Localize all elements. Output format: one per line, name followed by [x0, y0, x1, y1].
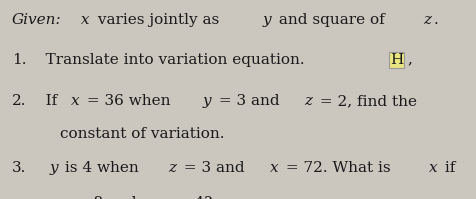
- Text: is 4 when: is 4 when: [60, 161, 144, 175]
- Text: x: x: [71, 95, 79, 108]
- Text: 2.: 2.: [12, 95, 26, 108]
- Text: = 4?: = 4?: [172, 196, 212, 199]
- Text: constant of variation.: constant of variation.: [60, 127, 224, 141]
- Text: Translate into variation equation.: Translate into variation equation.: [30, 53, 309, 67]
- Text: Given:: Given:: [12, 13, 61, 27]
- Text: = 2, find the: = 2, find the: [315, 95, 417, 108]
- Text: = 72. What is: = 72. What is: [281, 161, 395, 175]
- Text: y: y: [263, 13, 271, 27]
- Text: y: y: [202, 95, 211, 108]
- Text: = 3 and: = 3 and: [214, 95, 284, 108]
- Text: = 8 and: = 8 and: [70, 196, 141, 199]
- Text: H: H: [390, 53, 403, 67]
- Text: 1.: 1.: [12, 53, 26, 67]
- Text: x: x: [76, 13, 89, 27]
- Text: x: x: [269, 161, 278, 175]
- Text: if: if: [440, 161, 455, 175]
- Text: x: x: [428, 161, 437, 175]
- Text: z: z: [423, 13, 431, 27]
- Text: y: y: [50, 161, 58, 175]
- Text: If: If: [30, 95, 62, 108]
- Text: z: z: [161, 196, 169, 199]
- Text: 3.: 3.: [12, 161, 26, 175]
- Text: z: z: [305, 95, 312, 108]
- Text: varies jointly as: varies jointly as: [93, 13, 225, 27]
- Text: = 3 and: = 3 and: [178, 161, 249, 175]
- Text: = 36 when: = 36 when: [82, 95, 175, 108]
- Text: .: .: [433, 13, 438, 27]
- Text: ,: ,: [407, 53, 412, 67]
- Text: z: z: [169, 161, 176, 175]
- Text: and square of: and square of: [274, 13, 389, 27]
- Text: y: y: [60, 196, 68, 199]
